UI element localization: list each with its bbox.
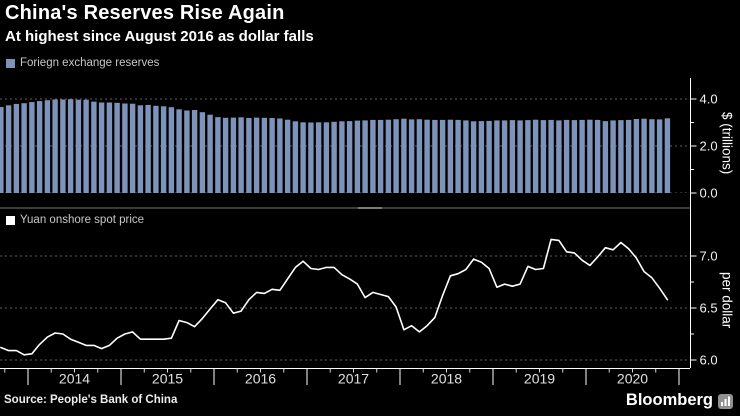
reserves-legend-label: Foriegn exchange reserves xyxy=(20,57,160,69)
year-label: 2016 xyxy=(245,371,276,387)
page-subtitle: At highest since August 2016 as dollar f… xyxy=(5,28,314,45)
year-label: 2019 xyxy=(524,371,555,387)
year-label: 2015 xyxy=(152,371,183,387)
svg-text:6.5: 6.5 xyxy=(700,301,718,316)
yuan-legend-swatch-icon xyxy=(6,215,15,225)
bloomberg-wordmark: Bloomberg xyxy=(625,391,713,409)
yuan-line-chart xyxy=(0,238,690,361)
divider-drag-handle-icon[interactable] xyxy=(358,207,382,209)
source-credit: Source: People's Bank of China xyxy=(4,394,178,406)
per-dollar-axis-title: per dollar xyxy=(719,271,735,329)
svg-text:0.0: 0.0 xyxy=(700,186,718,201)
reserves-bar-chart xyxy=(0,98,690,193)
svg-text:6.0: 6.0 xyxy=(700,353,718,368)
year-label: 2014 xyxy=(59,371,90,387)
time-axis: 2014 2015 2016 2017 2018 2019 2020 xyxy=(0,368,690,387)
svg-text:7.0: 7.0 xyxy=(700,249,718,264)
reserves-legend-swatch-icon xyxy=(6,58,15,68)
yuan-legend-label: Yuan onshore spot price xyxy=(20,214,145,226)
year-label: 2017 xyxy=(338,371,369,387)
page-title: China's Reserves Rise Again xyxy=(5,2,285,24)
svg-text:4.0: 4.0 xyxy=(700,92,718,107)
panel-divider xyxy=(0,207,690,209)
svg-text:2.0: 2.0 xyxy=(700,139,718,154)
bloomberg-chart-icon xyxy=(718,393,733,409)
right-value-axis: 0.0 2.0 4.0 6.0 6.5 7.0 xyxy=(690,78,718,368)
bloomberg-logo: Bloomberg xyxy=(626,391,734,410)
year-label: 2020 xyxy=(617,371,648,387)
reserves-legend: Foriegn exchange reserves xyxy=(6,57,159,69)
trillions-axis-title: $ (trillions) xyxy=(719,111,735,175)
year-label: 2018 xyxy=(431,371,462,387)
yuan-legend: Yuan onshore spot price xyxy=(6,214,144,226)
